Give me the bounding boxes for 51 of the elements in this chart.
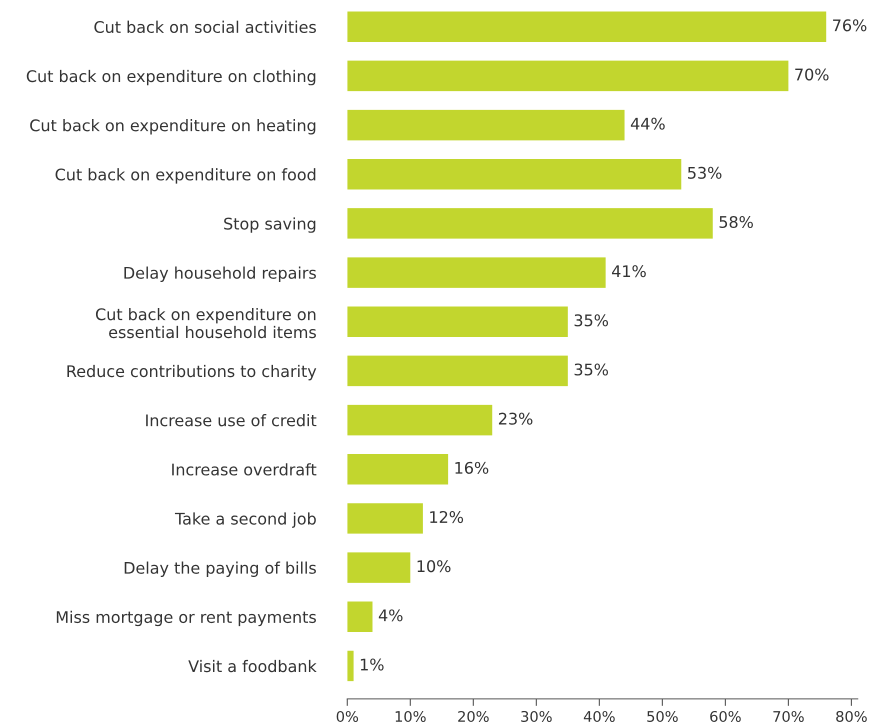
data-label: 23%: [498, 412, 532, 425]
y-tick-label: Miss mortgage or rent payments: [56, 610, 316, 626]
y-tick-label: Increase overdraft: [172, 463, 316, 476]
data-label: 58%: [720, 216, 753, 228]
data-label: 76%: [833, 19, 866, 32]
y-tick-label: Delay household repairs: [124, 266, 316, 282]
bar: [347, 12, 826, 42]
x-tick-label: 40%: [584, 710, 615, 722]
y-tick-label: Cut back on expenditure on essential household items: [96, 308, 316, 338]
bar: [347, 404, 492, 436]
bar: [347, 503, 423, 534]
y-tick-label: Visit a foodbank: [188, 660, 317, 672]
x-tick-label: 50%: [647, 710, 678, 722]
bar: [347, 454, 448, 485]
y-tick-label: Cut back on expenditure on clothing: [26, 70, 316, 86]
y-tick-label: Cut back on social activities: [94, 20, 316, 34]
bar: [347, 159, 682, 190]
y-tick-label: Increase use of credit: [146, 414, 316, 426]
bar: [347, 602, 372, 632]
data-label: 4%: [378, 609, 403, 622]
data-label: 53%: [688, 166, 722, 179]
x-tick-label: 60%: [710, 710, 741, 722]
y-tick-label: Stop saving: [224, 217, 316, 233]
bar: [347, 356, 568, 386]
data-label: 70%: [795, 68, 829, 81]
y-tick-label: Reduce contributions to charity: [67, 364, 316, 380]
bar: [347, 552, 410, 583]
bar: [347, 650, 354, 682]
bar: [347, 60, 788, 92]
data-label: 1%: [360, 658, 384, 671]
x-tick-label: 20%: [458, 710, 489, 722]
data-label: 44%: [630, 118, 665, 130]
data-label: 16%: [455, 462, 488, 474]
x-tick-label: 30%: [521, 710, 552, 722]
data-label: 12%: [430, 510, 464, 524]
data-label: 41%: [612, 265, 646, 278]
y-tick-label: Delay the paying of bills: [124, 562, 316, 577]
y-tick-label: Take a second job: [174, 512, 316, 528]
bar: [347, 208, 713, 239]
bar: [347, 306, 568, 337]
data-label: 35%: [574, 314, 608, 326]
x-tick-label: 80%: [836, 710, 867, 722]
bar: [347, 257, 606, 288]
x-tick-label: 0%: [336, 710, 358, 722]
y-tick-label: Cut back on expenditure on heating: [30, 119, 316, 134]
x-tick-label: 70%: [773, 710, 804, 722]
x-tick-label: 10%: [396, 710, 426, 722]
y-tick-label: Cut back on expenditure on food: [56, 168, 316, 184]
data-label: 10%: [418, 560, 450, 572]
bar: [347, 110, 625, 140]
data-label: 35%: [574, 363, 608, 376]
